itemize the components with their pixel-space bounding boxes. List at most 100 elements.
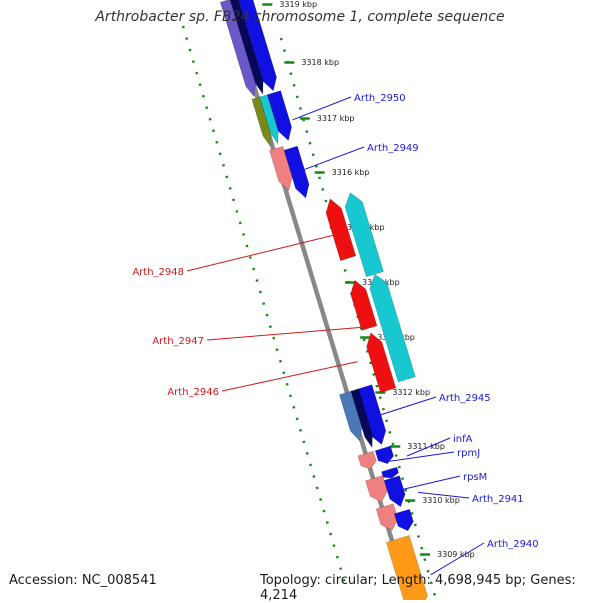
gene-label[interactable]: Arth_2947 — [152, 336, 204, 347]
tick-mark — [312, 475, 316, 478]
gene-label[interactable]: rpsM — [463, 472, 487, 483]
tick-mark — [218, 152, 222, 156]
tick-mark — [404, 488, 408, 492]
tick-mark — [318, 176, 322, 180]
gene-arrow[interactable] — [385, 535, 428, 600]
tick-mark — [232, 198, 236, 202]
tick-mark — [295, 417, 299, 421]
label-leader — [418, 491, 470, 499]
tick-mark — [416, 535, 420, 538]
gene-arrow[interactable] — [259, 94, 279, 145]
gene-label[interactable]: Arth_2948 — [132, 267, 184, 278]
label-leader — [406, 437, 451, 457]
gene-arrow[interactable] — [344, 192, 384, 278]
tick-mark — [295, 95, 299, 99]
tick-mark — [342, 578, 346, 582]
tick-mark — [282, 371, 286, 375]
gene-label[interactable]: Arth_2941 — [472, 494, 524, 505]
tick-mark — [252, 267, 256, 271]
tick-mark — [292, 405, 296, 409]
tick-label: 3318 kbp — [301, 58, 339, 67]
tick-mark — [432, 592, 436, 596]
tick-mark — [275, 348, 279, 352]
tick-mark — [245, 244, 249, 248]
gene-label[interactable]: Arth_2940 — [487, 539, 539, 550]
tick-mark — [325, 521, 329, 524]
gene-arrow[interactable] — [393, 508, 414, 532]
gene-label[interactable]: rpmJ — [457, 448, 480, 459]
gene-arrow[interactable] — [366, 332, 397, 393]
gene-arrow[interactable] — [283, 145, 310, 199]
tick-mark — [397, 465, 401, 469]
tick-label: 3319 kbp — [279, 0, 317, 9]
tick-mark — [258, 290, 262, 294]
gene-arrow[interactable] — [374, 445, 394, 465]
tick-mark — [332, 544, 336, 548]
tick-mark — [302, 440, 306, 444]
gene-arrow[interactable] — [383, 475, 406, 508]
map-title: Arthrobacter sp. FB24 chromosome 1, comp… — [95, 9, 505, 25]
tick-mark — [365, 350, 369, 353]
label-leader — [304, 146, 365, 170]
label-leader — [186, 233, 341, 272]
gene-arrow[interactable] — [251, 96, 271, 147]
gene-label[interactable]: Arth_2946 — [167, 387, 219, 398]
gene-label[interactable]: infA — [453, 434, 473, 445]
tick-mark — [319, 498, 323, 501]
tick-mark — [298, 107, 302, 110]
label-leader — [292, 96, 352, 121]
gene-arrow[interactable] — [369, 273, 416, 383]
tick-mark — [410, 511, 414, 515]
tick-mark — [282, 49, 286, 53]
gene-arrow[interactable] — [325, 198, 357, 261]
tick-mark — [288, 394, 292, 398]
tick-mark — [262, 302, 266, 306]
tick-mark — [429, 581, 433, 585]
tick-mark — [215, 140, 219, 144]
gene-arrow[interactable] — [266, 90, 292, 142]
tick-mark — [309, 463, 313, 467]
gene-label[interactable]: Arth_2949 — [367, 143, 419, 154]
gene-arrow[interactable] — [236, 0, 277, 92]
tick-mark — [248, 256, 252, 259]
tick-mark — [278, 359, 282, 363]
gene-labels: Arth_2950 Arth_2949 Arth_2948 Arth_2947 Arth… — [132, 93, 539, 576]
tick-mark — [235, 210, 239, 213]
gene-label[interactable]: Arth_2950 — [354, 93, 406, 104]
tick-mark — [225, 175, 229, 179]
gene-arrow[interactable] — [357, 450, 377, 470]
tick-mark — [314, 164, 318, 168]
tick-mark — [311, 153, 315, 157]
gene-label[interactable]: Arth_2945 — [439, 393, 491, 404]
gene-arrow[interactable] — [375, 503, 399, 531]
gene-arrow[interactable] — [365, 475, 388, 503]
gene-arrow[interactable] — [381, 466, 399, 479]
tick-mark — [394, 454, 398, 457]
tick-mark — [335, 555, 339, 559]
gene-arrow[interactable] — [219, 0, 256, 98]
tick-mark — [378, 396, 382, 400]
gene-arrow[interactable] — [356, 384, 387, 446]
label-leader — [206, 326, 369, 341]
gene-arrow[interactable] — [229, 0, 264, 95]
label-leader — [430, 542, 485, 576]
tick-label: 3309 kbp — [437, 550, 475, 559]
gene-arrow[interactable] — [350, 388, 373, 449]
tick-mark — [268, 325, 272, 329]
tick-mark — [343, 269, 347, 272]
tick-mark — [238, 221, 242, 225]
tick-mark — [339, 567, 343, 571]
tick-mark — [305, 452, 309, 455]
tick-mark — [388, 430, 392, 434]
tick-mark — [279, 37, 283, 41]
gene-arrow[interactable] — [269, 146, 293, 192]
gene-arrow[interactable] — [339, 390, 363, 442]
tick-mark — [322, 509, 326, 513]
label-leader — [389, 451, 455, 462]
gene-arrow[interactable] — [350, 279, 378, 331]
tick-mark — [198, 83, 202, 87]
tick-mark — [285, 382, 289, 386]
tick-mark — [265, 313, 269, 317]
